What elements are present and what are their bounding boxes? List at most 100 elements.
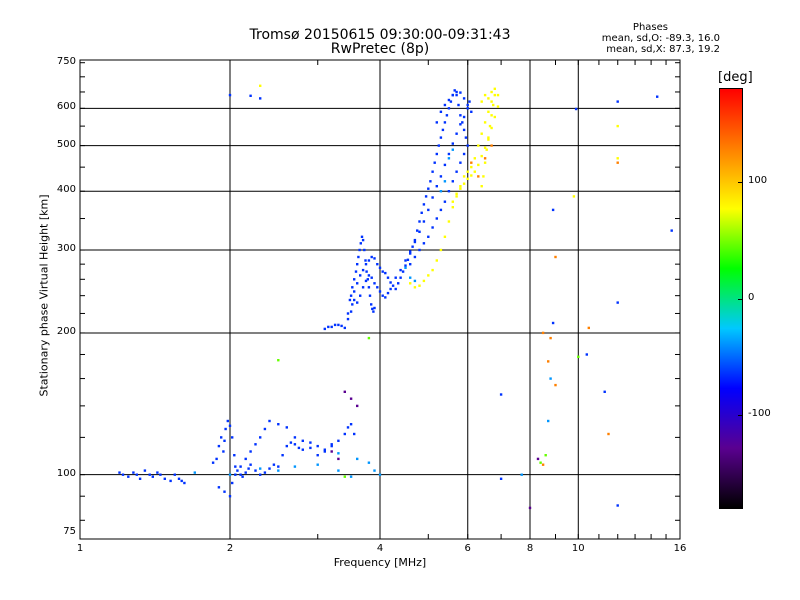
data-point <box>386 291 390 295</box>
data-point <box>259 436 262 439</box>
data-point <box>183 481 186 485</box>
data-point <box>549 377 552 380</box>
data-point <box>483 157 487 160</box>
data-point <box>249 94 252 97</box>
data-point <box>169 479 172 483</box>
data-point <box>404 266 407 269</box>
data-point <box>470 165 473 169</box>
data-point <box>263 471 267 474</box>
y-tick-label: 400 <box>56 184 76 196</box>
data-point <box>356 282 359 285</box>
data-point <box>487 138 490 141</box>
data-point <box>547 360 550 363</box>
data-point <box>399 268 402 272</box>
data-point <box>351 286 354 289</box>
data-point <box>228 473 232 476</box>
data-point <box>354 270 358 273</box>
data-point <box>293 443 297 446</box>
data-point <box>459 91 462 94</box>
data-point <box>373 257 376 260</box>
data-point <box>616 124 619 128</box>
data-point <box>490 100 493 103</box>
axis-ticks <box>79 60 681 539</box>
x-tick-label: 8 <box>526 543 534 554</box>
data-point <box>236 469 239 472</box>
data-point <box>572 195 576 198</box>
data-point <box>277 359 280 362</box>
data-point <box>616 100 619 103</box>
data-point <box>413 286 417 289</box>
data-point <box>330 325 333 329</box>
data-point <box>539 461 542 464</box>
data-point <box>372 310 375 313</box>
data-point <box>228 424 232 427</box>
data-point <box>459 114 462 117</box>
data-point <box>455 192 458 195</box>
data-point <box>384 296 387 299</box>
data-point <box>455 170 458 173</box>
data-point <box>285 444 288 448</box>
y-tick-label: 500 <box>56 138 76 150</box>
x-tick-label: 10 <box>571 543 585 554</box>
data-point <box>493 115 496 119</box>
data-point <box>293 465 297 468</box>
data-point <box>459 123 462 126</box>
data-point <box>135 473 138 476</box>
data-point <box>241 475 244 478</box>
data-point <box>420 211 423 214</box>
data-point <box>127 475 130 478</box>
y-tick-label: 300 <box>56 243 76 255</box>
data-point <box>234 473 237 476</box>
data-point <box>367 274 371 277</box>
data-point <box>349 423 353 426</box>
plot-frame <box>79 59 681 540</box>
data-point <box>364 263 368 266</box>
data-point <box>574 107 578 111</box>
data-point <box>343 390 346 393</box>
data-point <box>459 185 462 188</box>
data-point <box>231 436 234 439</box>
data-point <box>480 185 483 188</box>
data-point <box>447 220 451 223</box>
data-point <box>492 103 495 107</box>
data-point <box>406 258 410 261</box>
data-point <box>473 157 476 160</box>
data-point <box>364 259 367 262</box>
data-point <box>337 323 340 327</box>
stats-x: mean, sd,X: 87.3, 19.2 <box>606 44 720 55</box>
data-point <box>228 495 232 498</box>
data-point <box>422 220 426 223</box>
data-point <box>477 175 480 178</box>
data-point <box>462 182 466 185</box>
data-point <box>431 170 434 173</box>
data-point <box>228 93 232 97</box>
data-point <box>231 481 234 485</box>
data-point <box>549 336 552 340</box>
data-point <box>413 238 417 242</box>
data-point <box>439 175 443 178</box>
y-tick-label: 100 <box>56 467 76 479</box>
data-point <box>159 473 162 476</box>
colorbar-label: [deg] <box>718 70 753 85</box>
data-point <box>285 426 288 429</box>
data-point <box>483 161 487 164</box>
data-point <box>551 321 555 325</box>
y-tick-label: 750 <box>56 55 76 67</box>
data-point <box>323 450 326 453</box>
data-point <box>455 195 458 198</box>
data-point <box>247 467 250 470</box>
data-point <box>413 240 417 244</box>
data-point <box>163 477 166 480</box>
colorbar-tick-label: -100 <box>748 408 771 420</box>
data-point <box>488 124 492 128</box>
data-point <box>301 448 304 451</box>
data-point <box>607 432 610 436</box>
data-point <box>447 152 451 156</box>
data-point <box>490 90 493 94</box>
data-point <box>457 103 460 107</box>
data-point <box>433 161 436 164</box>
data-point <box>480 154 483 158</box>
data-points <box>118 84 673 510</box>
data-point <box>455 90 458 94</box>
